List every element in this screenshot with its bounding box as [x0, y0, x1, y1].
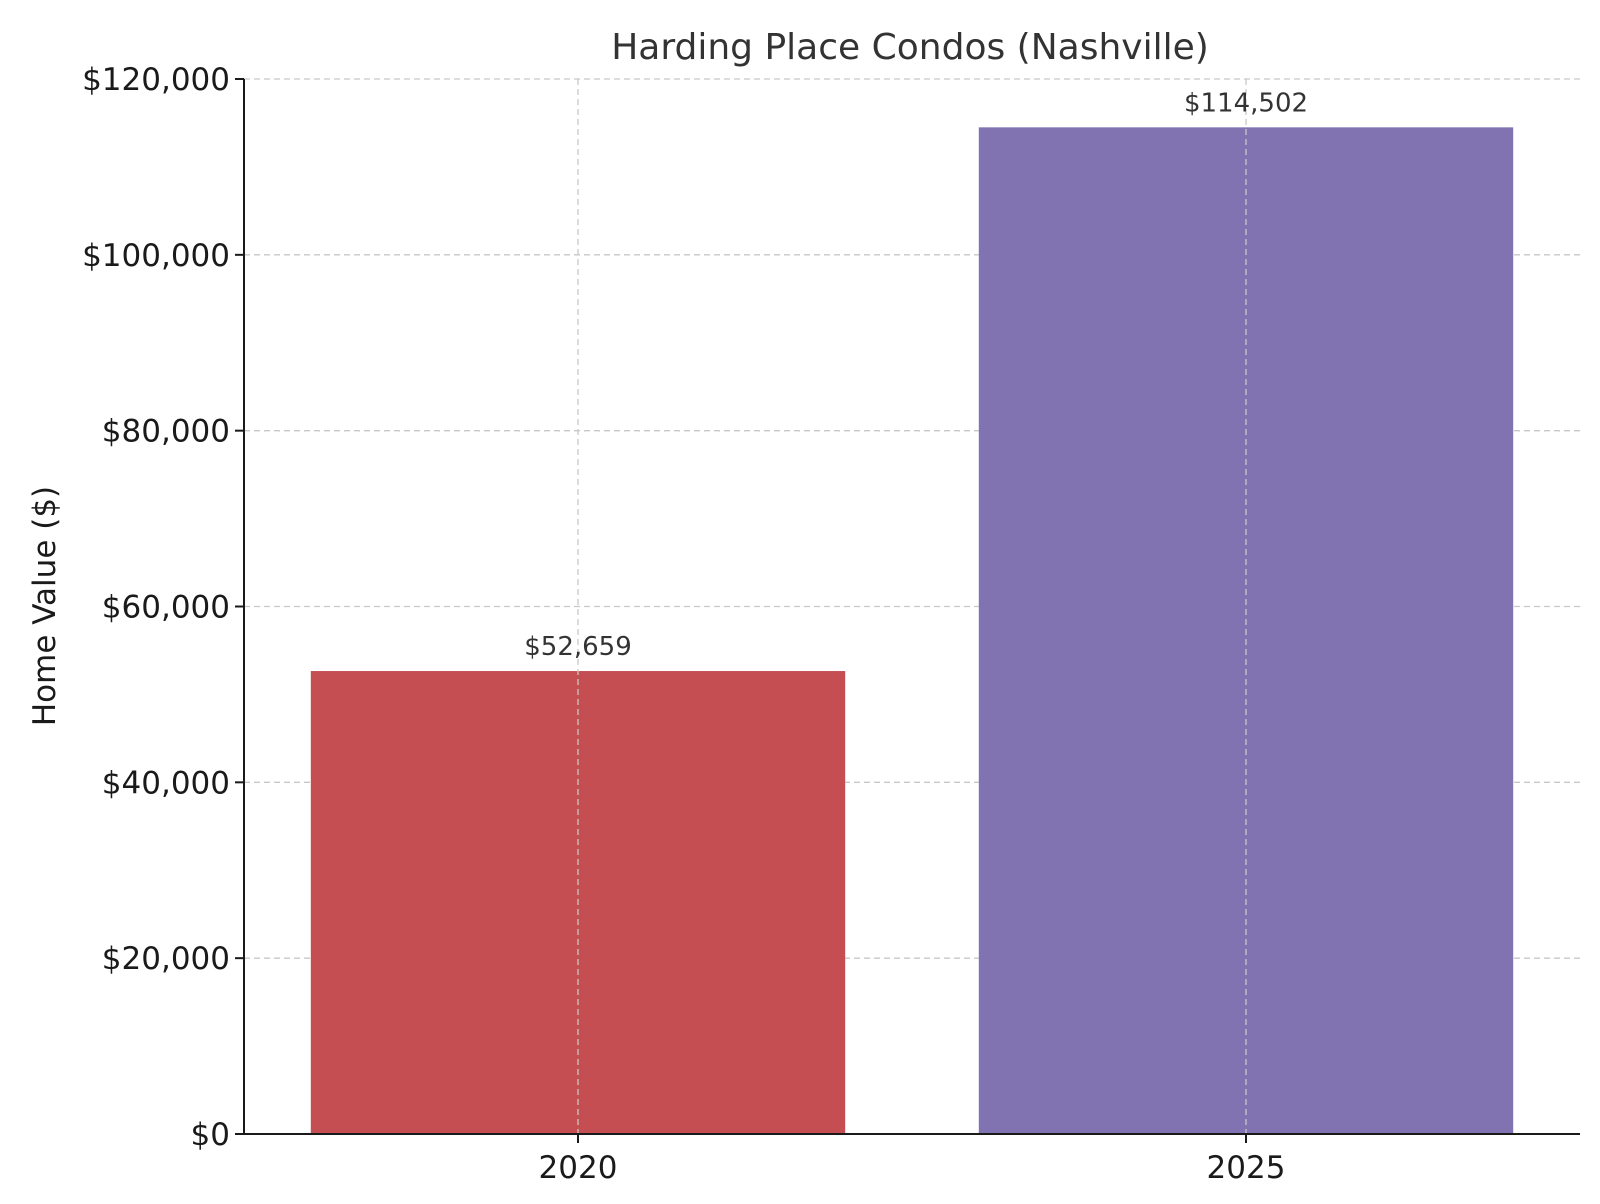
- y-tick-label: $100,000: [82, 238, 230, 274]
- y-tick-label: $120,000: [82, 62, 230, 98]
- bar-layer: [310, 79, 1514, 1134]
- data-label-layer: $52,659 $114,502: [524, 88, 1308, 662]
- tick-layer: $0 $20,000 $40,000 $60,000 $80,000 $100,000 $1…: [82, 62, 1285, 1186]
- data-label: $52,659: [524, 632, 632, 662]
- data-label: $114,502: [1184, 88, 1308, 118]
- x-tick-label: 2020: [539, 1150, 618, 1186]
- chart-title: Harding Place Condos (Nashville): [611, 27, 1209, 68]
- x-tick-label: 2025: [1207, 1150, 1286, 1186]
- y-tick-label: $20,000: [102, 941, 230, 977]
- y-tick-label: $40,000: [102, 765, 230, 801]
- y-axis-label: Home Value ($): [27, 486, 63, 726]
- y-tick-label: $60,000: [102, 590, 230, 626]
- y-tick-label: $80,000: [102, 414, 230, 450]
- y-tick-label: $0: [191, 1117, 230, 1153]
